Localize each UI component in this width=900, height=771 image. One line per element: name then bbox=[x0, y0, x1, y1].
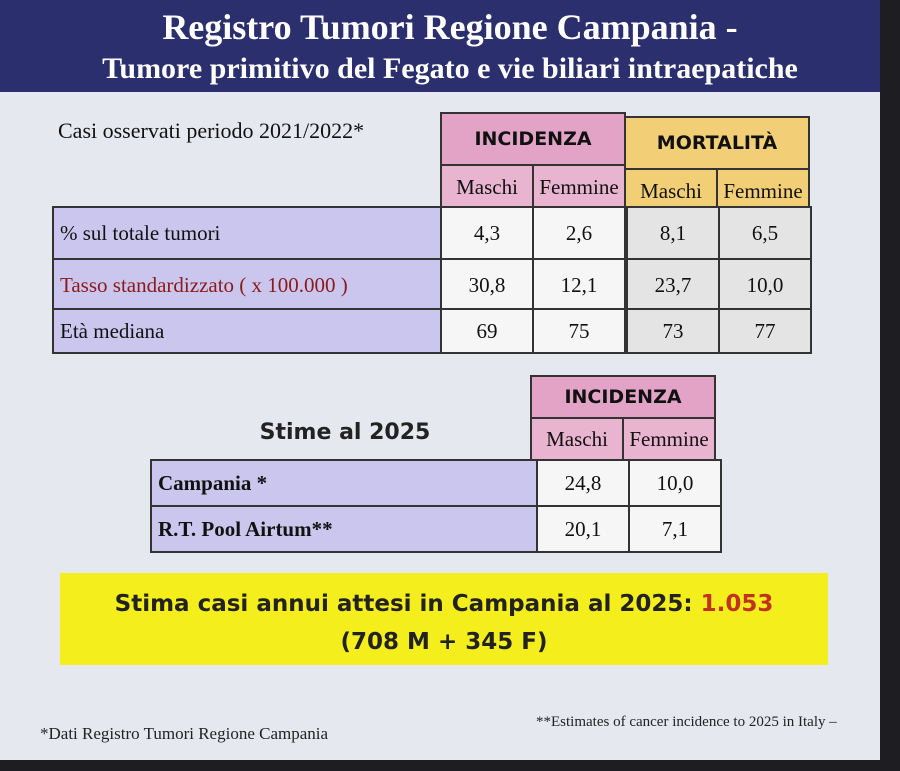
data-cell: 10,0 bbox=[718, 258, 812, 312]
title: Registro Tumori Regione Campania - bbox=[162, 7, 738, 47]
row-label: R.T. Pool Airtum** bbox=[150, 505, 538, 553]
table-caption: Casi osservati periodo 2021/2022* bbox=[58, 118, 365, 143]
row-label: Tasso standardizzato ( x 100.000 ) bbox=[52, 258, 442, 312]
header-band bbox=[0, 0, 880, 92]
data-cell: 12,1 bbox=[532, 258, 626, 312]
sub-header: Femmine bbox=[622, 417, 716, 461]
slide: Registro Tumori Regione Campania - Tumor… bbox=[0, 0, 880, 760]
sub-header: Femmine bbox=[532, 164, 626, 210]
footnote: **Estimates of cancer incidence to 2025 … bbox=[536, 714, 837, 730]
data-cell: 20,1 bbox=[536, 505, 630, 553]
data-cell: 30,8 bbox=[440, 258, 534, 312]
footnote: *Dati Registro Tumori Regione Campania bbox=[40, 724, 329, 743]
data-cell: 69 bbox=[440, 308, 534, 354]
data-cell: 24,8 bbox=[536, 459, 630, 507]
sub-header: Maschi bbox=[530, 417, 624, 461]
highlight-detail: (708 M + 345 F) bbox=[340, 629, 548, 655]
data-cell: 4,3 bbox=[440, 206, 534, 260]
data-cell: 10,0 bbox=[628, 459, 722, 507]
group-header: MORTALITÀ bbox=[624, 116, 810, 170]
data-cell: 7,1 bbox=[628, 505, 722, 553]
data-cell: 2,6 bbox=[532, 206, 626, 260]
data-cell: 73 bbox=[626, 308, 720, 354]
highlight-box: Stima casi annui attesi in Campania al 2… bbox=[60, 573, 828, 665]
subtitle: Tumore primitivo del Fegato e vie biliar… bbox=[102, 52, 798, 85]
data-cell: 23,7 bbox=[626, 258, 720, 312]
data-cell: 6,5 bbox=[718, 206, 812, 260]
highlight-value: 1.053 bbox=[700, 591, 774, 617]
data-cell: 77 bbox=[718, 308, 812, 354]
group-header: INCIDENZA bbox=[530, 375, 716, 419]
sub-header: Maschi bbox=[440, 164, 534, 210]
group-header: INCIDENZA bbox=[440, 112, 626, 166]
data-cell: 75 bbox=[532, 308, 626, 354]
row-label: % sul totale tumori bbox=[52, 206, 442, 260]
row-label: Campania * bbox=[150, 459, 538, 507]
table-caption: Stime al 2025 bbox=[259, 420, 431, 445]
data-cell: 8,1 bbox=[626, 206, 720, 260]
row-label: Età mediana bbox=[52, 308, 442, 354]
highlight-text: Stima casi annui attesi in Campania al 2… bbox=[114, 591, 693, 617]
